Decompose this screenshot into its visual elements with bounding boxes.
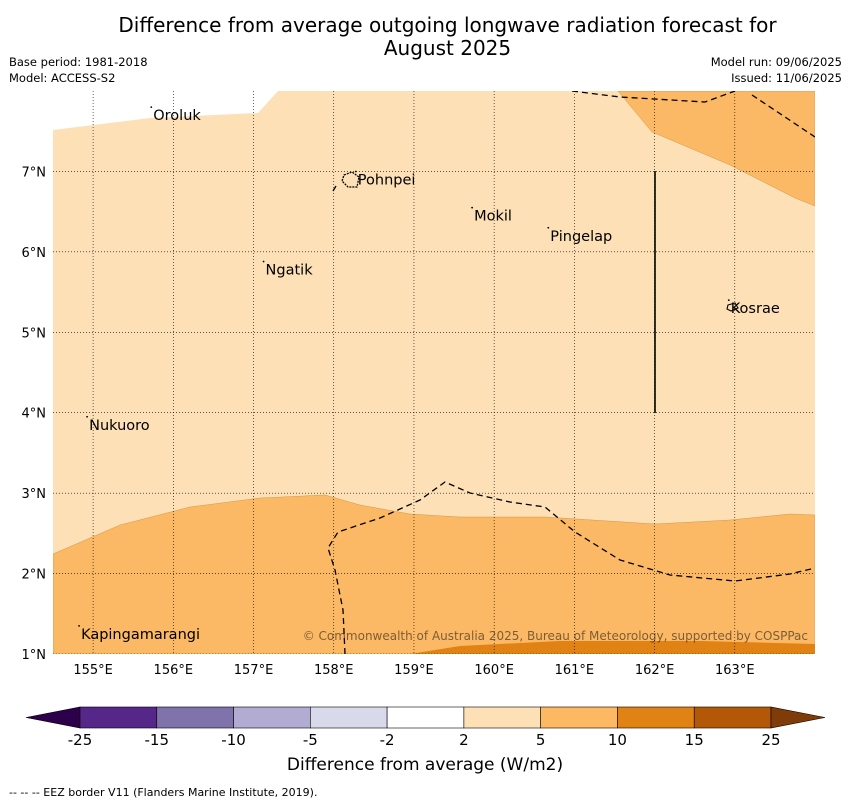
place-marker: [78, 624, 80, 627]
lat-tick-label: 3°N: [22, 487, 47, 502]
place-label: Ngatik: [266, 263, 314, 279]
place-marker: [354, 170, 357, 173]
meta-right: Model run: 09/06/2025 Issued: 11/06/2025: [711, 54, 842, 86]
place-marker: [86, 415, 88, 418]
footer-note: -- -- -- EEZ border V11 (Flanders Marine…: [9, 786, 318, 799]
colorbar-label: 15: [685, 731, 704, 749]
model-name: Model: ACCESS-S2: [9, 71, 116, 85]
lat-tick-label: 2°N: [22, 568, 47, 583]
place-label: Kapingamarangi: [81, 627, 200, 643]
colorbar-label: -25: [68, 731, 93, 749]
chart-title: Difference from average outgoing longwav…: [0, 14, 850, 60]
anomaly-band-5-10-south: [53, 494, 815, 654]
place-label: Oroluk: [153, 108, 201, 124]
colorbar-segment: [693, 706, 772, 729]
colorbar-segment: [233, 706, 311, 729]
lon-tick-label: 156°E: [154, 663, 194, 678]
colorbar: -25 -15 -10 -5 -2 2 5 10 15 25: [25, 706, 826, 749]
place-marker: [262, 260, 265, 263]
lon-tick-label: 160°E: [474, 663, 514, 678]
colorbar-label: -2: [380, 731, 395, 749]
colorbar-label: -5: [303, 731, 318, 749]
colorbar-segment: [156, 706, 234, 729]
colorbar-segment: [310, 706, 388, 729]
lon-tick-label: 159°E: [394, 663, 434, 678]
place-label: Nukuoro: [89, 418, 150, 434]
colorbar-extend-low: [25, 706, 81, 729]
colorbar-segment: [540, 706, 618, 729]
meta-left: Base period: 1981-2018 Model: ACCESS-S2: [9, 54, 148, 86]
place-labels: Oroluk Pohnpei Mokil Pingelap Ngatik Kosrae Nu…: [78, 106, 780, 643]
place-marker: [150, 106, 153, 109]
lat-tick-label: 4°N: [22, 407, 47, 422]
anomaly-band-10-15: [410, 641, 815, 654]
colorbar-label: 10: [608, 731, 627, 749]
colorbar-segment: [79, 706, 158, 729]
latitude-tick-labels: 1°N 2°N 3°N 4°N 5°N 6°N 7°N: [22, 165, 47, 663]
colorbar-segment: [463, 706, 541, 729]
colorbar-label: 25: [761, 731, 780, 749]
place-label: Pohnpei: [358, 172, 416, 188]
eez-border-north: [571, 91, 736, 103]
anomaly-band-below-2: [53, 91, 278, 130]
lat-tick-label: 5°N: [22, 326, 47, 341]
lon-tick-label: 162°E: [635, 663, 675, 678]
place-marker: [727, 299, 730, 302]
pohnpei-island: [341, 171, 360, 188]
eez-border-fragment: [332, 185, 337, 192]
title-line-2: August 2025: [383, 36, 512, 60]
colorbar-segment: [617, 706, 695, 729]
anomaly-band-5-10-north: [617, 91, 815, 207]
colorbar-label: 5: [536, 731, 546, 749]
map-area: Oroluk Pohnpei Mokil Pingelap Ngatik Kosrae Nu…: [53, 91, 815, 654]
place-label: Mokil: [474, 209, 512, 225]
colorbar-label: -10: [221, 731, 246, 749]
lat-tick-label: 7°N: [22, 165, 47, 180]
copyright-notice: © Commonwealth of Australia 2025, Bureau…: [303, 629, 808, 643]
colorbar-extend-high: [770, 706, 826, 729]
base-period: Base period: 1981-2018: [9, 55, 148, 69]
colorbar-segment: [386, 706, 465, 729]
model-run: Model run: 09/06/2025: [710, 55, 842, 69]
eez-border-south: [327, 481, 815, 654]
place-label: Pingelap: [550, 229, 612, 245]
place-marker: [471, 206, 474, 209]
longitude-tick-labels: 155°E 156°E 157°E 158°E 159°E 160°E 161°E 162°E…: [73, 663, 754, 678]
place-marker: [547, 226, 550, 229]
lat-tick-label: 6°N: [22, 246, 47, 261]
lon-tick-label: 158°E: [314, 663, 354, 678]
colorbar-title: Difference from average (W/m2): [286, 755, 564, 775]
eez-border-northeast: [751, 94, 815, 138]
lat-tick-label: 1°N: [22, 648, 47, 663]
colorbar-label: 2: [459, 731, 469, 749]
lon-tick-label: 161°E: [555, 663, 595, 678]
kosrae-island: [726, 302, 739, 312]
place-label: Kosrae: [731, 301, 780, 317]
lon-tick-label: 163°E: [715, 663, 755, 678]
colorbar-label: -15: [145, 731, 170, 749]
issued-date: Issued: 11/06/2025: [731, 71, 842, 85]
lon-tick-label: 157°E: [234, 663, 274, 678]
lon-tick-label: 155°E: [73, 663, 113, 678]
title-line-1: Difference from average outgoing longwav…: [118, 13, 777, 37]
